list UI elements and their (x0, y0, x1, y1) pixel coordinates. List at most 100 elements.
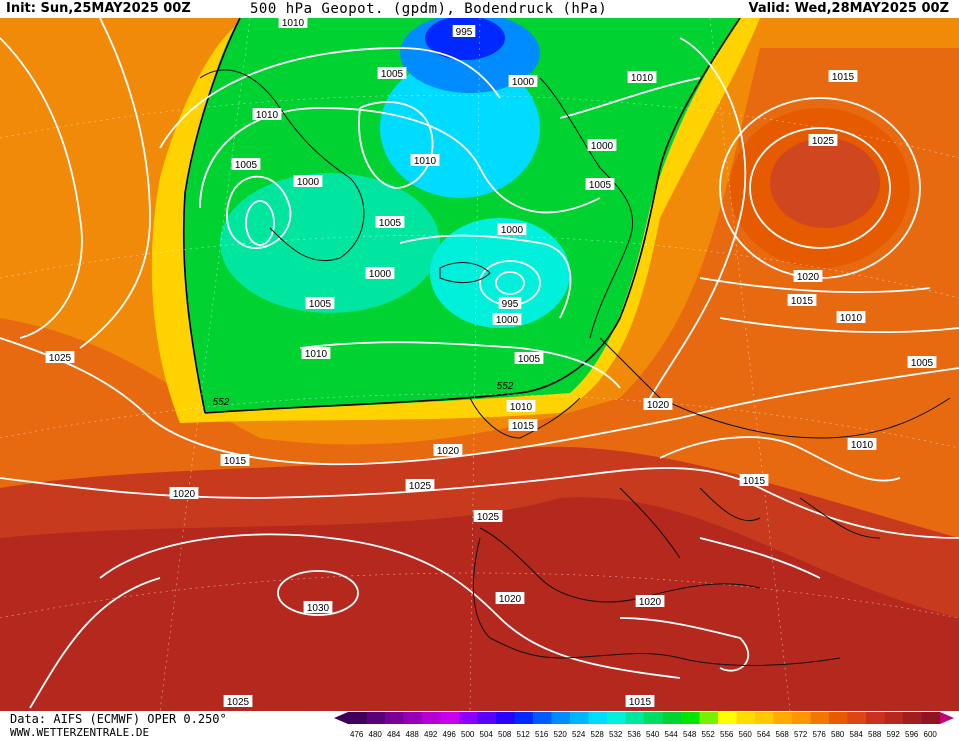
isobar-label: 995 (452, 25, 476, 38)
legend-swatch (440, 712, 459, 724)
contour-552-label: 552 (213, 397, 230, 408)
coastlines (199, 69, 951, 666)
isobar-label-text: 1010 (851, 440, 874, 451)
valid-time-label: Valid: Wed,28MAY2025 00Z (748, 1, 949, 16)
isobar-label-text: 1020 (173, 489, 196, 500)
isobar-label-text: 1005 (381, 69, 404, 80)
legend-swatch (496, 712, 515, 724)
isobar-lines (0, 17, 959, 709)
legend-tick-label: 480 (369, 730, 383, 739)
isobar-label-text: 1020 (647, 400, 670, 411)
isobar-label-text: 1000 (496, 315, 519, 326)
isobar-label: 995 (498, 297, 522, 310)
isobar-label: 1025 (223, 695, 253, 708)
legend-tick-label: 504 (480, 730, 494, 739)
isobar-label: 1005 (305, 297, 335, 310)
legend-arrow-right (940, 712, 954, 724)
isobar-label-text: 1015 (743, 476, 766, 487)
isobar-label: 1005 (377, 67, 407, 80)
legend-swatch (755, 712, 774, 724)
legend-swatch (903, 712, 922, 724)
legend-swatch (736, 712, 755, 724)
legend-tick-label: 488 (406, 730, 420, 739)
legend-tick-label: 532 (609, 730, 623, 739)
field-high-core (770, 138, 880, 228)
legend-swatch (459, 712, 478, 724)
contour-552-line-west (182, 17, 241, 414)
isobar-label: 1010 (506, 400, 536, 413)
isobar-label-text: 1010 (631, 73, 654, 84)
isobar-label: 1005 (907, 356, 937, 369)
isobar-label: 1015 (625, 695, 655, 708)
isobar-label-text: 1005 (589, 180, 612, 191)
isobar-label-text: 1015 (629, 697, 652, 708)
isobar-label: 1020 (433, 444, 463, 457)
isobar-label: 1010 (847, 438, 877, 451)
isobar-label-text: 1000 (512, 77, 535, 88)
isobar-label-text: 1000 (297, 177, 320, 188)
legend-swatch (422, 712, 441, 724)
isobar-label-text: 1010 (282, 18, 305, 29)
isobar-label-text: 1025 (812, 136, 835, 147)
init-time-label: Init: Sun,25MAY2025 00Z (6, 1, 191, 16)
weather-map: 1010 995 1005 1000 1010 1015 1010 1025 1010 1000 1… (0, 13, 959, 712)
isobar-label: 1010 (278, 16, 308, 29)
data-source-label: Data: AIFS (ECMWF) OPER 0.250° (10, 712, 227, 726)
legend-swatch (718, 712, 737, 724)
legend-tick-label: 540 (646, 730, 660, 739)
legend-tick-label: 520 (554, 730, 568, 739)
isobar-label: 1000 (293, 175, 323, 188)
legend-tick-label: 568 (776, 730, 790, 739)
legend-swatch (607, 712, 626, 724)
legend-swatch (348, 712, 367, 724)
isobar-label: 1010 (410, 154, 440, 167)
isobar-label: 1030 (303, 601, 333, 614)
legend-swatch (644, 712, 663, 724)
isobar-label: 1005 (514, 352, 544, 365)
graticule (0, 17, 959, 712)
isobar-label: 1020 (495, 592, 525, 605)
legend-swatch (403, 712, 422, 724)
legend-swatch (625, 712, 644, 724)
isobar-label: 1005 (585, 178, 615, 191)
legend-tick-label: 600 (924, 730, 938, 739)
legend-swatch (792, 712, 811, 724)
legend-swatch (699, 712, 718, 724)
isobar-label: 1000 (492, 313, 522, 326)
isobar-label-text: 1010 (305, 349, 328, 360)
isobar-label: 1015 (787, 294, 817, 307)
field-deepblue-core (425, 16, 505, 60)
legend-tick-label: 584 (850, 730, 864, 739)
footer-bar: Data: AIFS (ECMWF) OPER 0.250° WWW.WETTE… (0, 711, 959, 741)
legend-tick-label: 484 (387, 730, 401, 739)
isobar-label-text: 1020 (437, 446, 460, 457)
isobar-label: 1025 (45, 351, 75, 364)
legend-tick-label: 548 (683, 730, 697, 739)
isobar-label: 1000 (508, 75, 538, 88)
legend-tick-label: 500 (461, 730, 475, 739)
legend-swatch (773, 712, 792, 724)
isobar-label-text: 1000 (501, 225, 524, 236)
isobar-label-text: 1000 (369, 269, 392, 280)
isobar-label: 1010 (252, 108, 282, 121)
legend-tick-label: 580 (831, 730, 845, 739)
isobar-label: 1015 (508, 419, 538, 432)
legend-swatch (810, 712, 829, 724)
legend-swatch (385, 712, 404, 724)
legend-swatch (366, 712, 385, 724)
isobar-label-text: 1005 (235, 160, 258, 171)
contour-552-label: 552 (497, 381, 514, 392)
legend-swatch (829, 712, 848, 724)
legend-tick-label: 572 (794, 730, 808, 739)
isobar-label-text: 1005 (518, 354, 541, 365)
isobar-labels: 1010 995 1005 1000 1010 1015 1010 1025 1010 1000 1… (45, 16, 937, 708)
legend-swatch (921, 712, 940, 724)
isobar-label-text: 1025 (49, 353, 72, 364)
isobar-label: 1005 (231, 158, 261, 171)
isobar-label-text: 1010 (840, 313, 863, 324)
isobar-label: 1020 (793, 270, 823, 283)
legend-tick-label: 552 (702, 730, 716, 739)
legend-tick-label: 592 (887, 730, 901, 739)
legend-swatch (533, 712, 552, 724)
field-darkred-south (0, 497, 959, 711)
